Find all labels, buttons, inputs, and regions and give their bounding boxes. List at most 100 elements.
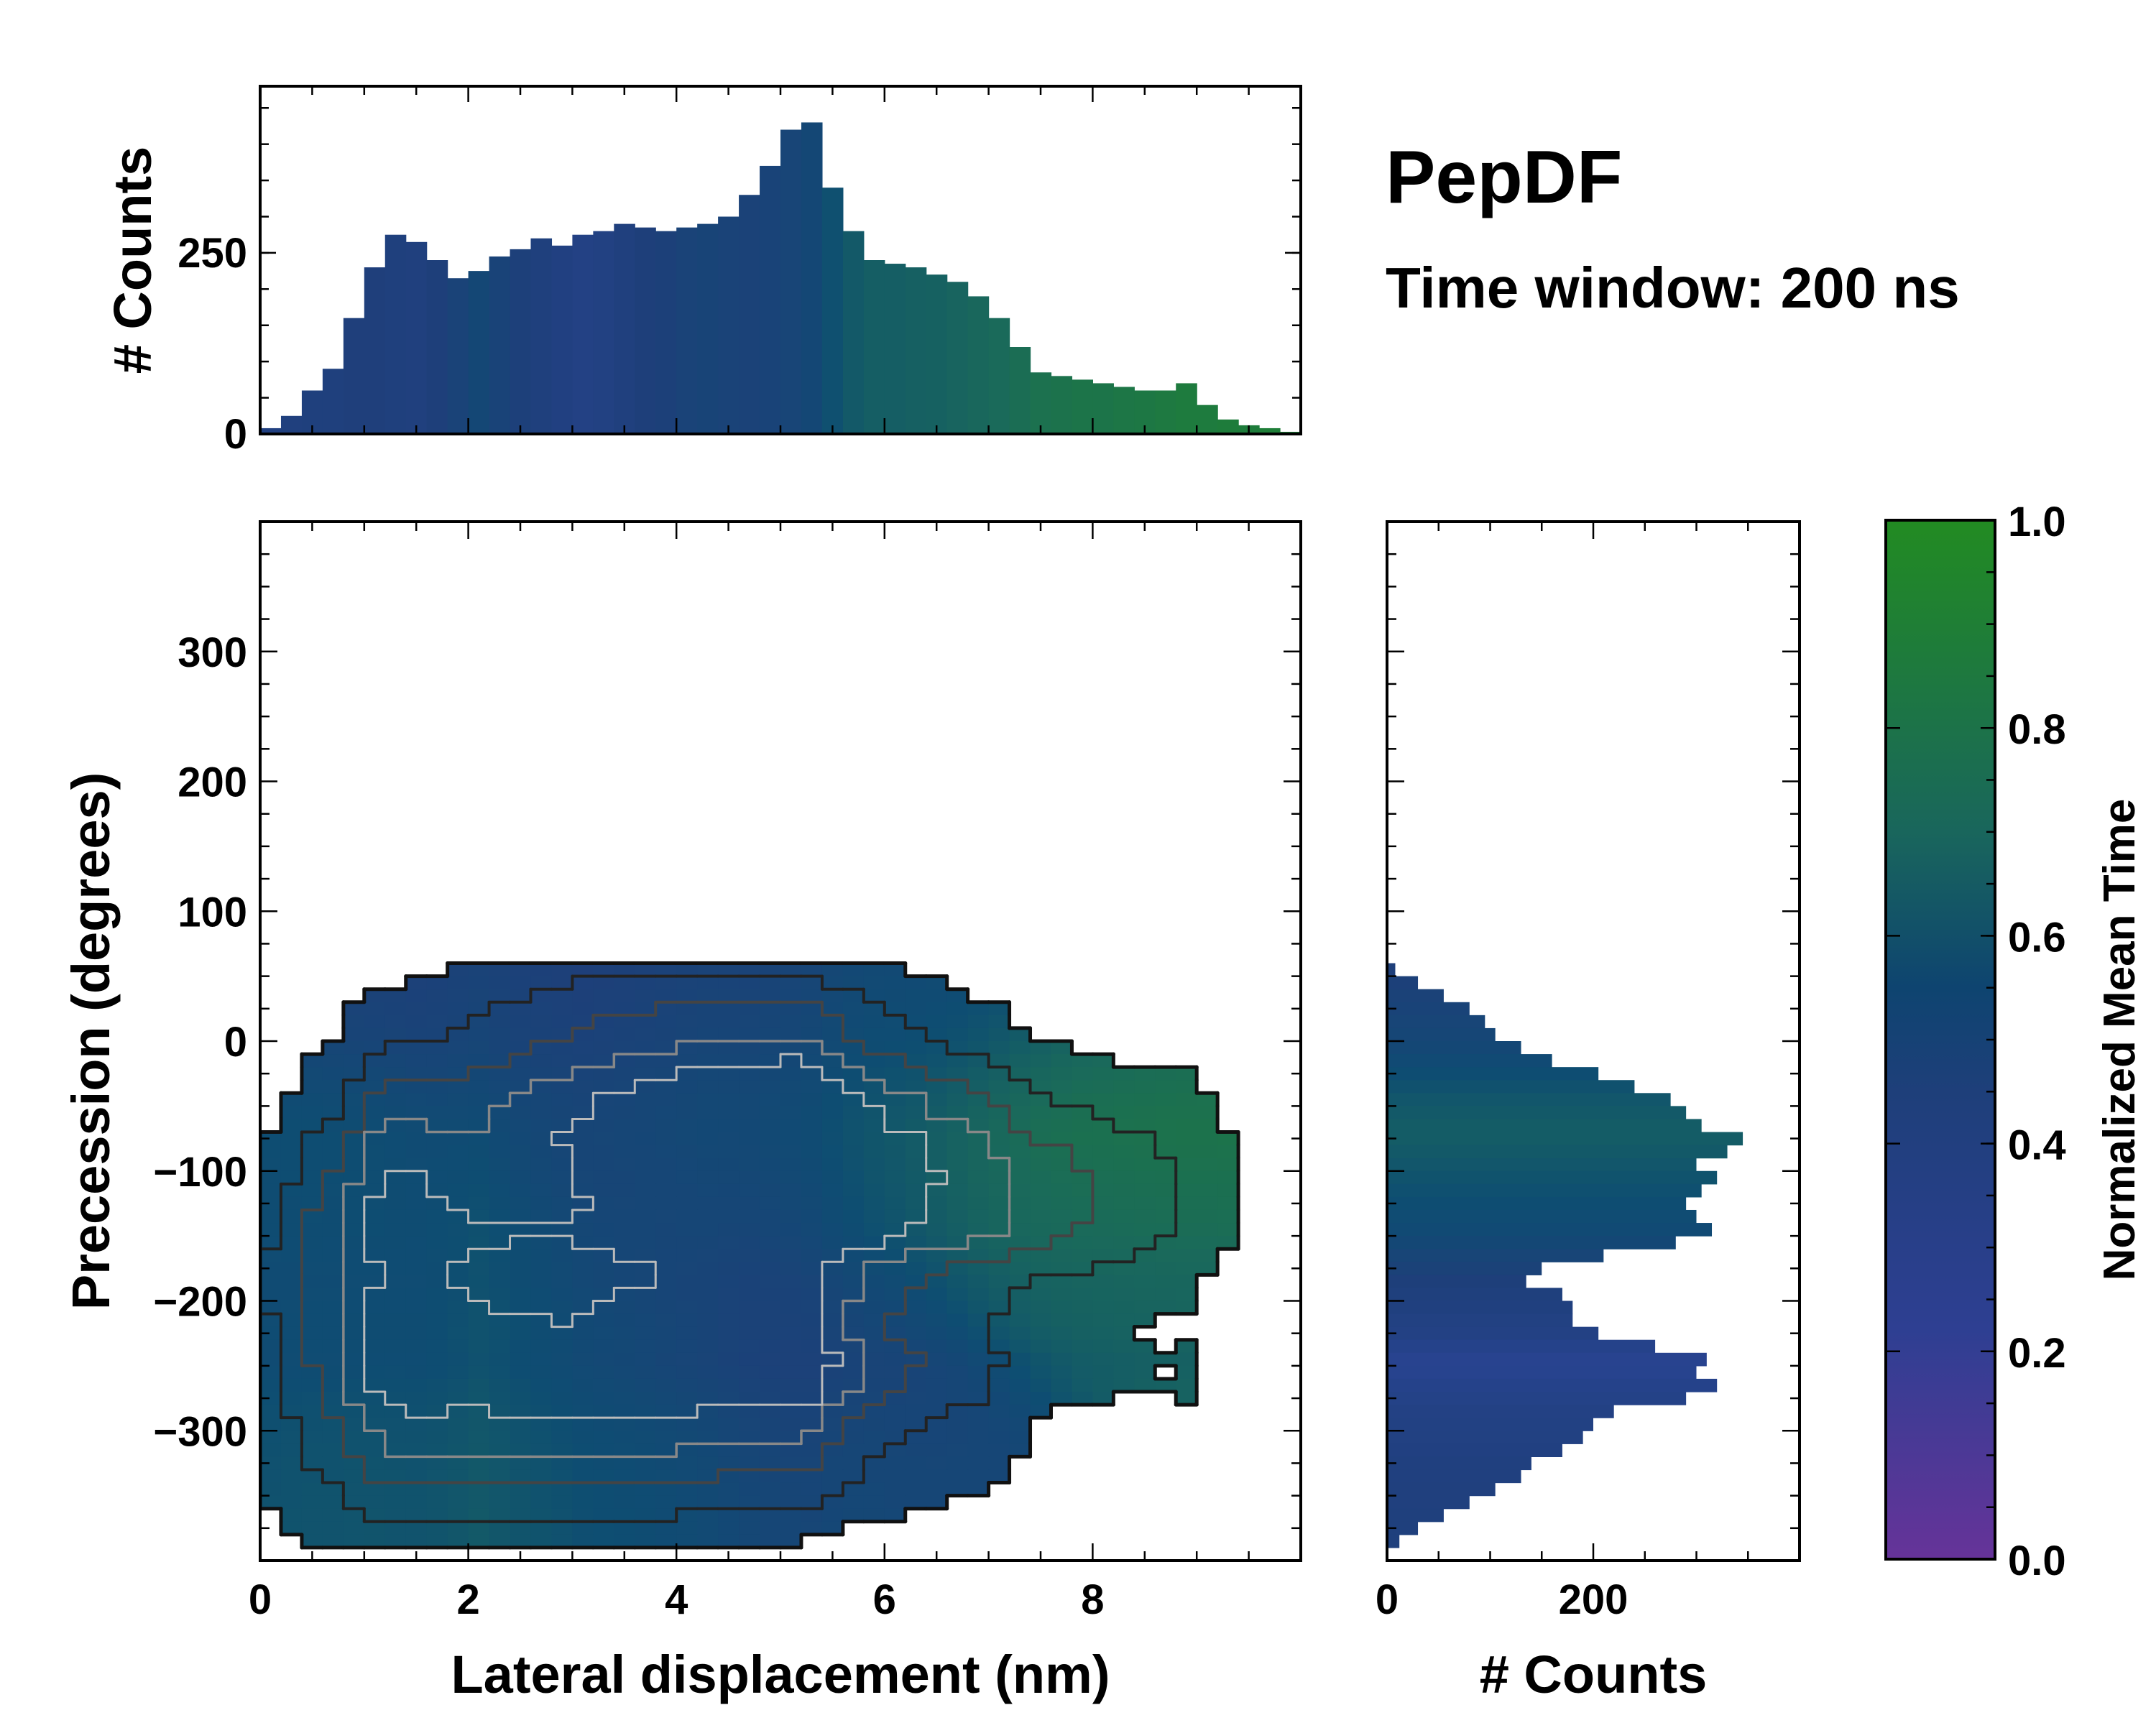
heatmap-cell bbox=[489, 1027, 511, 1042]
heatmap-cell bbox=[884, 1145, 906, 1159]
heatmap-cell bbox=[384, 1080, 407, 1094]
heatmap-cell bbox=[821, 1326, 844, 1341]
heatmap-cell bbox=[447, 963, 469, 977]
heatmap-cell bbox=[364, 1431, 386, 1445]
heatmap-cell bbox=[530, 1495, 553, 1510]
heatmap-cell bbox=[384, 1002, 407, 1016]
heatmap-cell bbox=[739, 1093, 760, 1107]
heatmap-cell bbox=[635, 1249, 657, 1263]
heatmap-cell bbox=[1051, 1119, 1073, 1133]
heatmap-cell bbox=[801, 1067, 823, 1081]
heatmap-cell bbox=[1113, 1106, 1135, 1120]
right-histogram-bar bbox=[1387, 1002, 1470, 1016]
heatmap-cell bbox=[322, 1132, 344, 1146]
heatmap-cell bbox=[384, 1508, 407, 1523]
heatmap-cell bbox=[821, 976, 844, 990]
heatmap-cell bbox=[697, 1508, 719, 1523]
top-histogram-bar bbox=[405, 241, 428, 434]
heatmap-cell bbox=[842, 1183, 865, 1198]
heatmap-cell bbox=[468, 1495, 490, 1510]
heatmap-cell bbox=[1176, 1236, 1197, 1249]
heatmap-cell bbox=[551, 1223, 573, 1237]
heatmap-cell bbox=[1072, 1326, 1094, 1341]
right-histogram-bar bbox=[1387, 1027, 1496, 1042]
heatmap-cell bbox=[260, 1431, 282, 1445]
heatmap-cell bbox=[655, 1236, 677, 1249]
heatmap-cell bbox=[572, 1495, 594, 1510]
main-xtick-label: 2 bbox=[456, 1576, 479, 1623]
heatmap-cell bbox=[301, 1508, 323, 1523]
heatmap-cell bbox=[384, 1378, 407, 1392]
heatmap-cell bbox=[530, 1365, 553, 1380]
top-histogram-bar bbox=[551, 245, 573, 434]
heatmap-cell bbox=[905, 1431, 927, 1445]
heatmap-cell bbox=[655, 1521, 677, 1535]
heatmap-cell bbox=[697, 1482, 719, 1497]
heatmap-cell bbox=[384, 1495, 407, 1510]
heatmap-cell bbox=[655, 1196, 677, 1211]
heatmap-cell bbox=[739, 1469, 760, 1484]
top-histogram-bar bbox=[842, 231, 865, 434]
heatmap-cell bbox=[635, 1534, 657, 1548]
heatmap-cell bbox=[405, 1249, 428, 1263]
heatmap-cell bbox=[384, 1326, 407, 1341]
heatmap-cell bbox=[780, 976, 802, 990]
main-xtick-label: 4 bbox=[665, 1576, 688, 1623]
heatmap-cell bbox=[697, 1456, 719, 1471]
heatmap-cell bbox=[489, 1456, 511, 1471]
heatmap-cell bbox=[572, 1392, 594, 1405]
heatmap-cell bbox=[739, 1365, 760, 1380]
heatmap-cell bbox=[635, 1405, 657, 1418]
heatmap-cell bbox=[926, 1431, 948, 1445]
heatmap-cell bbox=[280, 1456, 303, 1471]
heatmap-cell bbox=[510, 1027, 532, 1042]
heatmap-cell bbox=[593, 976, 615, 990]
heatmap-cell bbox=[635, 1482, 657, 1497]
heatmap-cell bbox=[988, 1041, 1010, 1055]
heatmap-cell bbox=[614, 1067, 636, 1081]
heatmap-cell bbox=[905, 1300, 927, 1315]
heatmap-cell bbox=[905, 1223, 927, 1237]
heatmap-cell bbox=[655, 1392, 677, 1405]
heatmap-cell bbox=[635, 1313, 657, 1328]
heatmap-cell bbox=[510, 1405, 532, 1418]
heatmap-cell bbox=[801, 1262, 823, 1276]
heatmap-cell bbox=[884, 1183, 906, 1198]
heatmap-cell bbox=[468, 1002, 490, 1016]
heatmap-cell bbox=[676, 1275, 698, 1289]
heatmap-cell bbox=[1051, 1054, 1073, 1068]
heatmap-cell bbox=[364, 1002, 386, 1016]
heatmap-cell bbox=[280, 1482, 303, 1497]
heatmap-cell bbox=[489, 1339, 511, 1354]
heatmap-cell bbox=[739, 1405, 760, 1418]
heatmap-cell bbox=[760, 1365, 781, 1380]
heatmap-cell bbox=[593, 1275, 615, 1289]
heatmap-cell bbox=[718, 1249, 740, 1263]
heatmap-cell bbox=[1051, 1067, 1073, 1081]
heatmap-cell bbox=[572, 1313, 594, 1328]
heatmap-cell bbox=[655, 1170, 677, 1185]
heatmap-cell bbox=[530, 963, 553, 977]
heatmap-cell bbox=[1155, 1080, 1177, 1094]
heatmap-cell bbox=[946, 1119, 969, 1133]
heatmap-cell bbox=[760, 1236, 781, 1249]
right-histogram-bar bbox=[1387, 1365, 1697, 1380]
heatmap-cell bbox=[946, 989, 969, 1003]
heatmap-cell bbox=[593, 1378, 615, 1392]
heatmap-cell bbox=[447, 1054, 469, 1068]
heatmap-cell bbox=[967, 1365, 990, 1380]
heatmap-cell bbox=[530, 1300, 553, 1315]
right-histogram-bar bbox=[1387, 1300, 1573, 1315]
heatmap-cell bbox=[593, 1365, 615, 1380]
heatmap-cell bbox=[988, 1300, 1010, 1315]
heatmap-cell bbox=[384, 1041, 407, 1055]
heatmap-cell bbox=[489, 1365, 511, 1380]
heatmap-cell bbox=[780, 1521, 802, 1535]
heatmap-cell bbox=[1092, 1326, 1115, 1341]
heatmap-cell bbox=[447, 1170, 469, 1185]
heatmap-cell bbox=[572, 1223, 594, 1237]
heatmap-cell bbox=[572, 1326, 594, 1341]
heatmap-cell bbox=[447, 1275, 469, 1289]
heatmap-cell bbox=[801, 1132, 823, 1146]
